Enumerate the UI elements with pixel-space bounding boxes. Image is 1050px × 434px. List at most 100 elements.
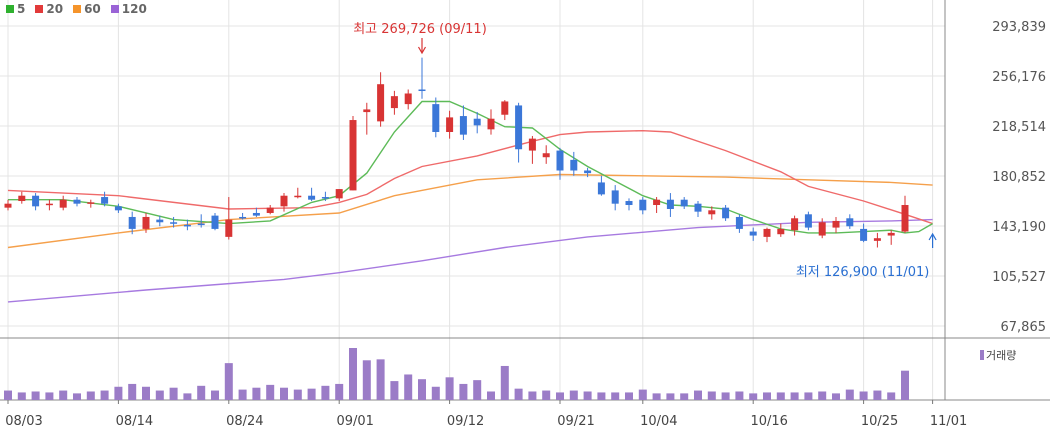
- moving-average-lines: [7, 100, 933, 303]
- candle-body: [349, 120, 357, 191]
- x-tick-label: 08/24: [226, 414, 263, 429]
- volume-bar: [114, 386, 123, 400]
- candle-body: [680, 199, 688, 207]
- x-tick-label: 09/01: [336, 414, 373, 429]
- volume-bar: [901, 370, 909, 400]
- volume-bar: [804, 392, 813, 400]
- candle-body: [611, 190, 619, 204]
- volume-bar: [211, 390, 219, 400]
- y-tick-label: 143,190: [992, 220, 1046, 235]
- x-tick-label: 09/21: [557, 414, 594, 429]
- volume-bar: [625, 392, 633, 400]
- volume-bar: [293, 389, 302, 400]
- volume-bar: [500, 365, 509, 400]
- candle-body: [18, 195, 26, 202]
- ma-line-120: [7, 218, 933, 303]
- candle-body: [873, 238, 881, 241]
- volume-bar: [887, 392, 896, 400]
- volume-bar: [169, 387, 178, 400]
- x-tick-label: 11/01: [930, 414, 967, 429]
- legend-item-60: 60: [73, 2, 101, 16]
- volume-bar: [790, 392, 799, 400]
- candle-body: [763, 228, 771, 237]
- volume-bar: [431, 386, 440, 400]
- candle-body: [128, 216, 136, 229]
- volume-bar: [597, 392, 606, 400]
- min-price-label: 최저 126,900 (11/01): [796, 265, 930, 280]
- price-gridlines: [0, 0, 945, 400]
- candle-body: [887, 232, 895, 236]
- candle-body: [528, 138, 536, 151]
- candle-body: [459, 116, 467, 135]
- volume-bar: [142, 386, 150, 400]
- y-tick-label: 293,839: [992, 20, 1046, 35]
- volume-bar: [569, 390, 578, 400]
- candle-body: [694, 203, 702, 212]
- volume-bar: [473, 380, 482, 400]
- volume-bar: [735, 391, 744, 400]
- volume-bar: [680, 393, 689, 400]
- volume-bar: [418, 379, 426, 400]
- volume-bar: [376, 359, 385, 400]
- volume-bar: [31, 391, 40, 400]
- volume-bar: [542, 390, 551, 400]
- volume-bar: [514, 388, 523, 400]
- candle-body: [584, 170, 592, 174]
- candle-body: [308, 195, 316, 200]
- candle-body: [73, 199, 81, 204]
- volume-bar: [721, 392, 730, 400]
- x-tick-label: 08/03: [5, 414, 42, 429]
- candle-body: [735, 216, 743, 229]
- volume-bar: [321, 385, 330, 400]
- volume-bar: [776, 392, 785, 400]
- candle-body: [570, 159, 578, 171]
- candle-body: [556, 150, 564, 171]
- y-tick-label: 67,865: [1001, 320, 1047, 335]
- volume-bar: [4, 390, 12, 400]
- volume-bar: [445, 377, 454, 400]
- candle-body: [280, 195, 288, 207]
- volume-bar: [280, 387, 288, 400]
- volume-bar: [155, 390, 164, 400]
- min-arrow-head: [928, 232, 937, 241]
- volume-bar: [749, 393, 758, 400]
- volume-bar: [832, 393, 840, 400]
- candle-body: [4, 203, 12, 208]
- volume-bar: [349, 348, 357, 400]
- volume-bar: [459, 383, 468, 400]
- volume-bar: [73, 393, 81, 400]
- ma-line-20: [7, 129, 933, 225]
- candle-body: [170, 222, 178, 224]
- candle-body: [625, 201, 633, 206]
- volume-bar: [45, 392, 54, 400]
- x-tick-label: 10/16: [750, 414, 787, 429]
- volume-bar: [197, 385, 206, 400]
- x-tick-label: 10/25: [861, 414, 898, 429]
- max-arrow-head: [417, 46, 427, 55]
- candle-body: [197, 223, 205, 226]
- volume-legend-label: 거래량: [986, 349, 1016, 362]
- volume-legend-swatch: [980, 350, 984, 360]
- candle-body: [597, 182, 605, 195]
- volume-bar: [307, 388, 316, 400]
- volume-bar: [528, 391, 537, 400]
- candle-body: [377, 84, 385, 122]
- candle-body: [542, 153, 550, 158]
- volume-bar: [638, 389, 647, 400]
- legend-label-60: 60: [84, 2, 101, 16]
- candle-body: [294, 195, 302, 198]
- candle-body: [418, 89, 426, 92]
- volume-bar: [59, 390, 68, 400]
- volume-bar: [873, 390, 882, 400]
- candle-body: [860, 228, 868, 241]
- volume-bar: [238, 389, 247, 400]
- legend-swatch-120: [110, 5, 119, 13]
- volume-bar: [17, 392, 26, 400]
- candle-body: [832, 220, 840, 228]
- legend-swatch-5: [6, 5, 14, 13]
- candle-body: [901, 205, 909, 232]
- x-tick-label: 10/04: [640, 414, 677, 429]
- volume-bars: [4, 348, 984, 400]
- legend-swatch-20: [35, 5, 44, 13]
